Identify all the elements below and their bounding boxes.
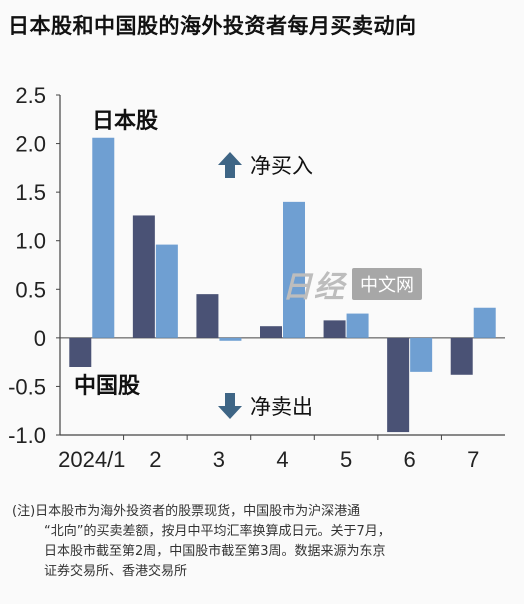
x-tick-label: 2 — [149, 447, 161, 472]
x-tick-label: 2024/1 — [58, 447, 125, 472]
y-tick-label: -1.0 — [8, 423, 46, 448]
x-tick-label: 5 — [340, 447, 352, 472]
bar-japan — [155, 244, 178, 338]
bar-chart: 2.5 2.0 1.5 1.0 0.5 0 -0.5 -1.0 2024/1 2 3 4 5 6 7 日本股… — [8, 83, 505, 472]
y-tick-label: 0.5 — [15, 277, 46, 302]
y-tick-label: 2.5 — [15, 83, 46, 108]
watermark: 日经 中文网 — [282, 267, 490, 305]
footnote: (注)日本股市为海外投资者的股票现货，中国股市为沪深港通 “北向”的买卖差额，按… — [12, 502, 516, 582]
tick-labels: 2.5 2.0 1.5 1.0 0.5 0 -0.5 -1.0 2024/1 2 3 4 5 6 7 — [8, 83, 479, 472]
bar-china — [196, 294, 219, 338]
bar-china — [69, 337, 92, 367]
net-sell-label: 净卖出 — [250, 395, 313, 419]
x-tick-label: 3 — [213, 447, 225, 472]
net-buy-label: 净买入 — [250, 154, 313, 178]
watermark-text: 中文网 — [352, 268, 422, 300]
arrow-down-icon — [218, 393, 242, 419]
chart-title: 日本股和中国股的海外投资者每月买卖动向 — [8, 14, 417, 38]
watermark-logo: 日经 — [282, 270, 346, 305]
series-label-japan: 日本股 — [92, 109, 158, 134]
x-tick-label: 6 — [404, 447, 416, 472]
footnote-line: “北向”的买卖差额，按月中平均汇率换算成日元。关于7月， — [44, 524, 391, 539]
bar-china — [387, 337, 410, 433]
bar-japan — [473, 307, 496, 338]
x-tick-label: 4 — [276, 447, 288, 472]
footnote-line: 证券交易所、香港交易所 — [44, 564, 188, 579]
y-tick-label: 0 — [34, 326, 46, 351]
bars — [69, 137, 496, 433]
bar-japan — [283, 201, 305, 338]
bar-china — [450, 337, 473, 375]
bar-japan — [410, 337, 433, 372]
bar-china — [132, 215, 155, 338]
bar-japan — [346, 313, 369, 338]
bar-japan — [92, 137, 115, 338]
series-label-china: 中国股 — [74, 374, 140, 399]
y-tick-label: -0.5 — [8, 374, 46, 399]
footnote-line: 日本股市截至第2周，中国股市截至第3周。数据来源为东京 — [44, 544, 386, 559]
x-tick-label: 7 — [467, 447, 479, 472]
bar-china — [323, 320, 346, 338]
bar-japan — [219, 337, 242, 341]
bar-china — [260, 326, 282, 338]
footnote-line: (注)日本股市为海外投资者的股票现货，中国股市为沪深港通 — [12, 504, 361, 519]
y-tick-label: 1.5 — [15, 180, 46, 205]
y-tick-label: 1.0 — [15, 229, 46, 254]
arrow-up-icon — [218, 152, 242, 178]
y-tick-label: 2.0 — [15, 132, 46, 157]
